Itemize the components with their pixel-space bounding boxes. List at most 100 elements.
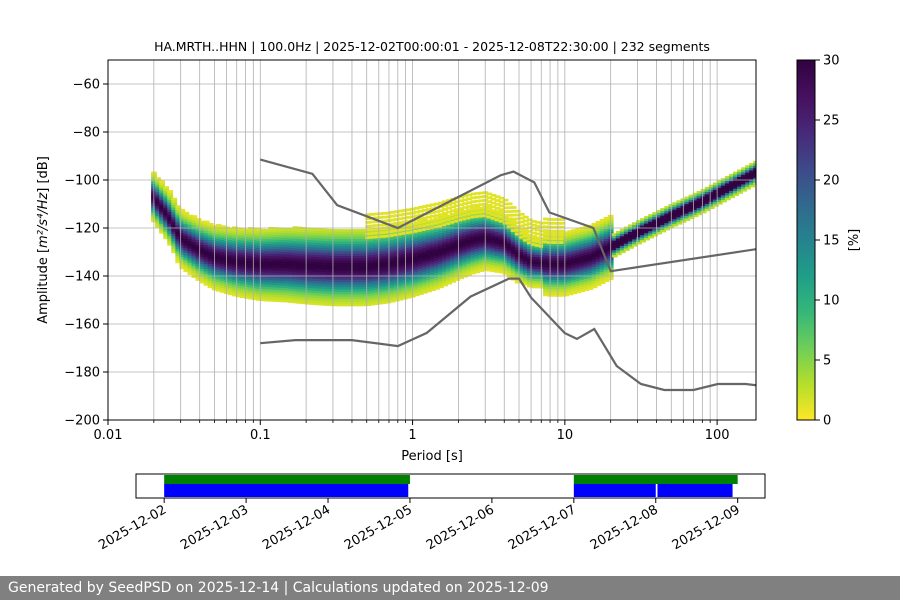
heatmap-cell [199, 278, 206, 281]
psd-segment-bar [573, 484, 656, 497]
heatmap-cell [454, 261, 461, 265]
heatmap-cell [405, 259, 412, 263]
footer-bar: Generated by SeedPSD on 2025-12-14 | Cal… [0, 576, 900, 600]
heatmap-cell [248, 265, 254, 269]
heatmap-cell [179, 213, 186, 217]
heatmap-cell [316, 261, 323, 265]
heatmap-cell [328, 298, 335, 302]
heatmap-cell [603, 221, 610, 225]
heatmap-cell [510, 221, 517, 225]
heatmap-cell [231, 260, 238, 263]
heatmap-cell [567, 234, 574, 238]
heatmap-cell [627, 246, 634, 249]
heatmap-cell [692, 214, 699, 218]
heatmap-cell [720, 187, 727, 191]
heatmap-cell [393, 279, 400, 283]
heatmap-cell [413, 250, 420, 254]
heatmap-cell [324, 303, 331, 306]
heatmap-cell [316, 264, 323, 267]
heatmap-cell [474, 263, 481, 266]
noise-model-layer [260, 158, 756, 392]
heatmap-cell [357, 269, 364, 273]
heatmap-cell [191, 256, 198, 259]
heatmap-cell [324, 276, 331, 280]
heatmap-cell [300, 291, 307, 295]
heatmap-cell [696, 193, 703, 197]
heatmap-cell [175, 258, 182, 261]
heatmap-cell [498, 232, 505, 236]
heatmap-cell [591, 256, 598, 260]
heatmap-cell [389, 258, 396, 262]
heatmap-cell [603, 245, 610, 249]
heatmap-cell [530, 266, 537, 270]
heatmap-cell [583, 261, 590, 265]
heatmap-cell [429, 218, 436, 222]
heatmap-cell [393, 210, 400, 214]
heatmap-cell [676, 200, 683, 204]
heatmap-cell [442, 238, 448, 241]
heatmap-cell [470, 225, 477, 229]
heatmap-cell [264, 260, 271, 264]
heatmap-cell [753, 160, 756, 164]
heatmap-cell [583, 264, 590, 267]
heatmap-cell [753, 168, 756, 171]
heatmap-cell [260, 272, 267, 275]
heatmap-cell [490, 197, 497, 201]
heatmap-cell [518, 251, 525, 255]
heatmap-cell [575, 256, 582, 260]
heatmap-cell [373, 230, 380, 233]
heatmap-cell [272, 287, 279, 290]
heatmap-cell [551, 246, 558, 249]
heatmap-cell [235, 229, 242, 233]
heatmap-cell [332, 293, 339, 297]
heatmap-cell [227, 278, 234, 281]
heatmap-cell [454, 237, 461, 241]
heatmap-cell [369, 293, 376, 296]
heatmap-cell [312, 297, 319, 301]
heatmap-cell [442, 278, 448, 282]
heatmap-cell [741, 172, 747, 175]
heatmap-cell [486, 263, 493, 267]
heatmap-cell [296, 241, 303, 244]
heatmap-cell [595, 278, 602, 282]
heatmap-cell [470, 221, 477, 224]
heatmap-cell [539, 221, 545, 225]
heatmap-cell [252, 290, 258, 293]
heatmap-cell [353, 291, 359, 295]
heatmap-cell [199, 230, 206, 233]
heatmap-cell [490, 247, 497, 251]
heatmap-cell [664, 227, 671, 231]
heatmap-cell [526, 277, 533, 281]
heatmap-cell [280, 280, 287, 284]
heatmap-cell [494, 255, 501, 259]
heatmap-cell [155, 189, 161, 192]
heatmap-cell [377, 251, 384, 255]
heatmap-cell [522, 249, 529, 252]
heatmap-cell [539, 241, 545, 244]
heatmap-cell [486, 206, 493, 210]
heatmap-cell [664, 206, 671, 209]
heatmap-cell [450, 205, 456, 209]
heatmap-cell [296, 267, 303, 271]
heatmap-cell [470, 237, 477, 241]
heatmap-cell [571, 257, 578, 261]
heatmap-cell [260, 279, 267, 282]
heatmap-cell [332, 277, 339, 280]
heatmap-cell [203, 259, 210, 262]
heatmap-cell [551, 262, 558, 266]
heatmap-cell [446, 257, 452, 261]
heatmap-cell [462, 212, 469, 216]
y-tick-label: −140 [64, 270, 100, 285]
heatmap-cell [163, 234, 170, 237]
heatmap-cell [320, 269, 327, 273]
heatmap-cell [502, 243, 509, 246]
heatmap-cell [587, 284, 594, 288]
heatmap-cell [316, 247, 323, 251]
heatmap-cell [252, 239, 258, 243]
heatmap-cell [474, 217, 481, 221]
heatmap-cell [627, 241, 634, 244]
heatmap-cell [324, 281, 331, 285]
heatmap-cell [155, 220, 161, 224]
heatmap-cell [385, 252, 392, 256]
heatmap-cell [510, 217, 517, 221]
